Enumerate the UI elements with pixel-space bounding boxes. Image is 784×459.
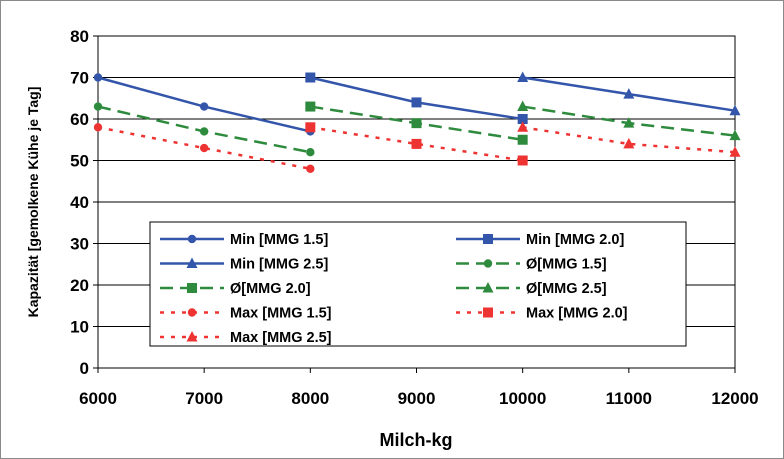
- legend-marker: [187, 308, 197, 317]
- data-point-triangle: [623, 117, 635, 128]
- x-axis-ticks: 6000 7000 8000 9000 10000 11000 12000: [79, 368, 759, 408]
- x-tick-label: 11000: [606, 389, 652, 408]
- legend-marker: [187, 234, 197, 244]
- series-5: [517, 100, 741, 141]
- data-point-circle: [93, 123, 103, 132]
- legend-label: Min [MMG 1.5]: [230, 232, 328, 248]
- x-tick-label: 6000: [79, 389, 117, 408]
- series-7: [305, 122, 528, 166]
- legend-marker: [186, 257, 198, 268]
- legend-marker: [483, 259, 493, 268]
- data-point-circle: [199, 143, 209, 153]
- data-point-triangle: [517, 100, 529, 112]
- series-4: [305, 101, 528, 145]
- data-point-circle: [306, 148, 315, 157]
- data-point-square: [305, 101, 316, 112]
- legend-label: Max [MMG 2.5]: [230, 330, 332, 346]
- x-axis-title: Milch-kg: [379, 430, 452, 450]
- legend-label: Ø[MMG 1.5]: [526, 257, 607, 273]
- data-point-square: [517, 114, 528, 124]
- data-point-triangle: [623, 88, 635, 99]
- legend-entry: Max [MMG 1.5]: [160, 306, 332, 322]
- legend-entry: Ø[MMG 2.0]: [160, 281, 311, 297]
- data-point-square: [411, 118, 422, 129]
- legend-label: Min [MMG 2.5]: [230, 257, 328, 273]
- legend-entry: Max [MMG 2.0]: [456, 306, 628, 322]
- y-tick-label: 10: [70, 318, 89, 337]
- y-tick-label: 30: [70, 235, 89, 254]
- series-group: [93, 71, 741, 173]
- series-1: [305, 72, 528, 124]
- data-point-square: [411, 97, 422, 108]
- legend-entry: Min [MMG 2.5]: [160, 257, 328, 273]
- legend-entry: Ø[MMG 1.5]: [456, 257, 607, 273]
- y-tick-label: 70: [70, 69, 89, 88]
- legend-box: [149, 221, 687, 347]
- legend-entry: Ø[MMG 2.5]: [456, 281, 607, 297]
- legend-label: Ø[MMG 2.5]: [526, 281, 607, 297]
- legend-marker: [482, 282, 494, 293]
- legend-entry: Max [MMG 2.5]: [160, 330, 332, 346]
- legend-entry: Min [MMG 1.5]: [160, 232, 328, 248]
- y-tick-label: 40: [70, 193, 89, 212]
- x-tick-label: 9000: [398, 389, 436, 408]
- data-point-square: [305, 122, 316, 133]
- legend-marker: [483, 234, 493, 244]
- series-6: [93, 123, 315, 173]
- legend: Min [MMG 1.5] Min [MMG 2.0] Min [MMG 2.5] Ø…: [149, 221, 687, 347]
- x-tick-label: 7000: [185, 389, 223, 408]
- data-point-circle: [306, 164, 315, 173]
- series-2: [517, 71, 741, 116]
- data-point-square: [517, 155, 528, 166]
- x-tick-label: 12000: [711, 389, 758, 408]
- legend-marker: [483, 307, 493, 318]
- series-line: [310, 126, 523, 162]
- x-tick-label: 10000: [499, 389, 546, 408]
- legend-marker: [187, 283, 197, 293]
- data-point-square: [305, 72, 316, 83]
- legend-marker: [186, 331, 198, 342]
- y-tick-label: 80: [70, 27, 89, 46]
- legend-label: Ø[MMG 2.0]: [230, 281, 311, 297]
- data-point-triangle: [517, 121, 529, 132]
- y-tick-label: 60: [70, 110, 89, 129]
- data-point-circle: [199, 127, 209, 136]
- legend-label: Max [MMG 2.0]: [526, 306, 628, 322]
- data-point-triangle: [623, 137, 635, 149]
- data-point-circle: [93, 73, 103, 82]
- legend-entry: Min [MMG 2.0]: [456, 232, 624, 248]
- data-point-triangle: [729, 146, 741, 157]
- series-0: [93, 73, 315, 136]
- y-axis-ticks: 0 10 20 30 40 50 60 70 80: [70, 27, 98, 378]
- y-axis-title: Kapazität [gemolkene Kühe je Tag]: [25, 87, 41, 318]
- x-tick-label: 8000: [291, 389, 329, 408]
- data-point-triangle: [729, 104, 741, 116]
- y-tick-label: 0: [80, 359, 89, 378]
- y-tick-label: 50: [70, 152, 89, 171]
- legend-label: Max [MMG 1.5]: [230, 306, 332, 322]
- data-point-triangle: [729, 129, 741, 141]
- series-line: [97, 126, 311, 171]
- series-8: [517, 121, 741, 157]
- data-point-circle: [199, 102, 209, 111]
- data-point-triangle: [517, 71, 529, 82]
- data-point-square: [517, 134, 528, 145]
- series-3: [93, 102, 315, 157]
- data-point-square: [411, 138, 422, 149]
- legend-label: Min [MMG 2.0]: [526, 232, 624, 248]
- series-line: [522, 126, 736, 154]
- data-point-circle: [93, 102, 103, 111]
- y-tick-label: 20: [70, 276, 89, 295]
